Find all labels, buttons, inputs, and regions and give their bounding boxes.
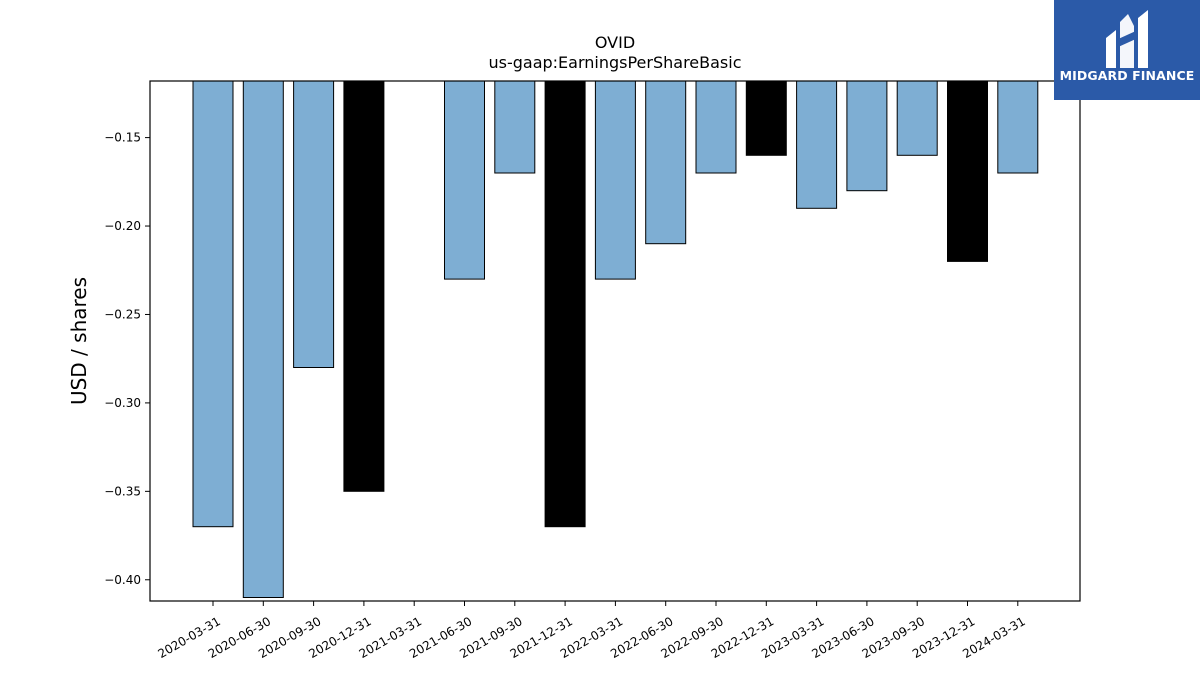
bars bbox=[192, 80, 1039, 598]
bar-2023-09-30 bbox=[896, 80, 938, 156]
bar-2022-06-30 bbox=[645, 80, 687, 245]
y-tick-label: −0.35 bbox=[104, 484, 141, 498]
x-axis: 2020-03-312020-06-302020-09-302020-12-31… bbox=[155, 601, 1028, 661]
bar-2021-06-30 bbox=[444, 80, 485, 280]
bar-2020-09-30 bbox=[293, 80, 335, 368]
bar-2021-12-31 bbox=[544, 80, 586, 528]
bar-2023-12-31 bbox=[947, 80, 988, 262]
bar-2022-09-30 bbox=[695, 80, 737, 174]
logo-text: MIDGARD FINANCE bbox=[1059, 68, 1195, 83]
bar-2020-06-30 bbox=[242, 80, 284, 598]
y-tick-label: −0.25 bbox=[104, 307, 141, 321]
bar-2020-12-31 bbox=[343, 80, 385, 492]
chart-subtitle: us-gaap:EarningsPerShareBasic bbox=[488, 53, 741, 72]
y-tick-label: −0.30 bbox=[104, 396, 141, 410]
bar-2024-03-31 bbox=[997, 80, 1039, 174]
midgard-finance-logo: MIDGARD FINANCE bbox=[1054, 0, 1200, 100]
y-tick-label: −0.15 bbox=[104, 131, 141, 145]
bar-2023-06-30 bbox=[846, 80, 888, 192]
bar-2021-09-30 bbox=[494, 80, 536, 174]
bar-2023-03-31 bbox=[796, 80, 838, 209]
y-tick-label: −0.40 bbox=[104, 573, 141, 587]
bar-2020-03-31 bbox=[192, 80, 234, 528]
chart-title: OVID bbox=[595, 33, 635, 52]
midgard-m-icon bbox=[1106, 10, 1148, 68]
y-axis-label: USD / shares bbox=[67, 277, 91, 405]
y-axis: −0.15 −0.20 −0.25 −0.30 −0.35 −0.40 bbox=[104, 131, 150, 587]
bar-2022-03-31 bbox=[594, 80, 636, 280]
y-tick-label: −0.20 bbox=[104, 219, 141, 233]
bar-2022-12-31 bbox=[745, 80, 787, 156]
